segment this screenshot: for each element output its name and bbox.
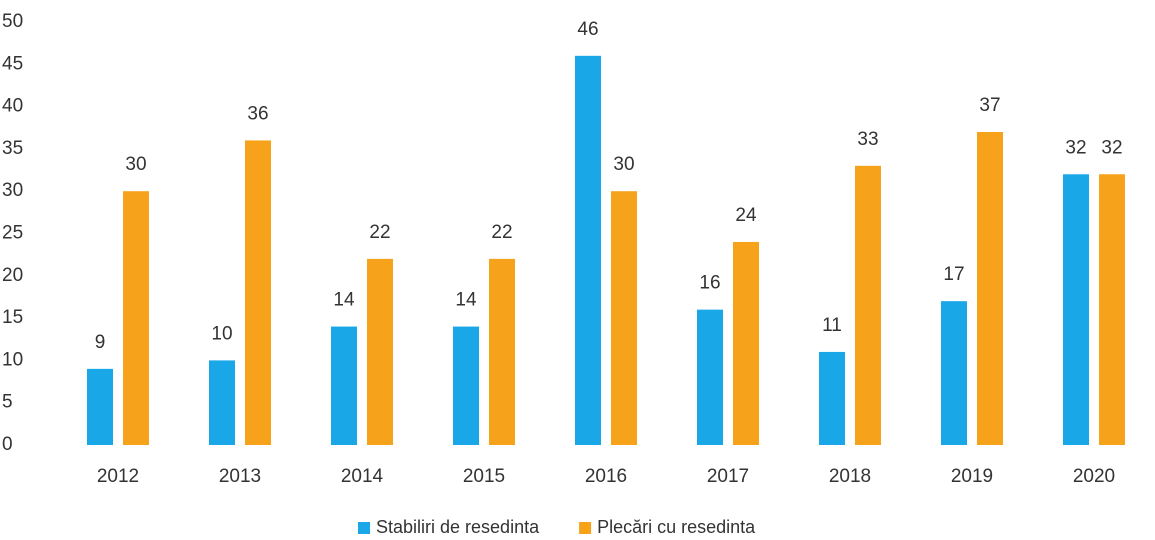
- value-label: 30: [613, 154, 634, 175]
- bar: [489, 258, 515, 445]
- y-tick-label: 20: [2, 265, 23, 286]
- y-tick-label: 50: [2, 11, 23, 32]
- value-label: 24: [735, 205, 757, 226]
- x-tick-label: 2016: [585, 466, 627, 487]
- value-label: 46: [577, 19, 598, 40]
- y-tick-label: 5: [2, 392, 13, 413]
- bar: [367, 258, 393, 445]
- x-tick-label: 2012: [97, 466, 139, 487]
- x-tick-label: 2017: [707, 466, 749, 487]
- legend-label: Stabiliri de resedinta: [376, 517, 540, 537]
- value-label: 9: [95, 332, 106, 353]
- x-tick-label: 2018: [829, 466, 871, 487]
- value-label: 16: [699, 273, 720, 294]
- x-tick-label: 2014: [341, 466, 384, 487]
- bar: [697, 309, 723, 445]
- value-label: 14: [455, 290, 477, 311]
- value-label: 22: [491, 222, 512, 243]
- bar: [245, 140, 271, 445]
- legend-label: Plecări cu resedinta: [597, 517, 756, 537]
- bar: [1063, 174, 1089, 445]
- value-label: 32: [1101, 137, 1122, 158]
- value-label: 22: [369, 222, 390, 243]
- bar: [453, 326, 479, 445]
- value-label: 36: [247, 103, 268, 124]
- bar: [123, 191, 149, 445]
- value-label: 17: [943, 264, 964, 285]
- y-tick-label: 10: [2, 349, 23, 370]
- x-tick-label: 2019: [951, 466, 993, 487]
- y-tick-label: 0: [2, 434, 13, 455]
- y-tick-label: 25: [2, 223, 23, 244]
- y-tick-label: 15: [2, 307, 23, 328]
- x-tick-label: 2015: [463, 466, 505, 487]
- x-tick-label: 2020: [1073, 466, 1115, 487]
- bar: [1099, 174, 1125, 445]
- legend-swatch: [579, 522, 592, 534]
- bar: [855, 165, 881, 445]
- value-label: 10: [211, 323, 232, 344]
- value-label: 30: [125, 154, 146, 175]
- bar: [941, 301, 967, 445]
- bar: [575, 55, 601, 446]
- value-label: 11: [822, 315, 842, 336]
- bar: [331, 326, 357, 445]
- value-label: 32: [1065, 137, 1086, 158]
- bar: [819, 351, 845, 445]
- y-tick-label: 35: [2, 138, 23, 159]
- legend-swatch: [358, 522, 370, 534]
- value-label: 33: [857, 129, 878, 150]
- y-tick-label: 40: [2, 96, 23, 117]
- value-label: 14: [333, 290, 355, 311]
- y-tick-label: 30: [2, 180, 23, 201]
- bar: [209, 360, 235, 445]
- bar: [977, 131, 1003, 446]
- bar: [87, 368, 113, 445]
- value-label: 37: [979, 95, 1000, 116]
- x-tick-label: 2013: [219, 466, 261, 487]
- bar: [611, 191, 637, 445]
- bar: [733, 241, 759, 445]
- y-tick-label: 45: [2, 53, 23, 74]
